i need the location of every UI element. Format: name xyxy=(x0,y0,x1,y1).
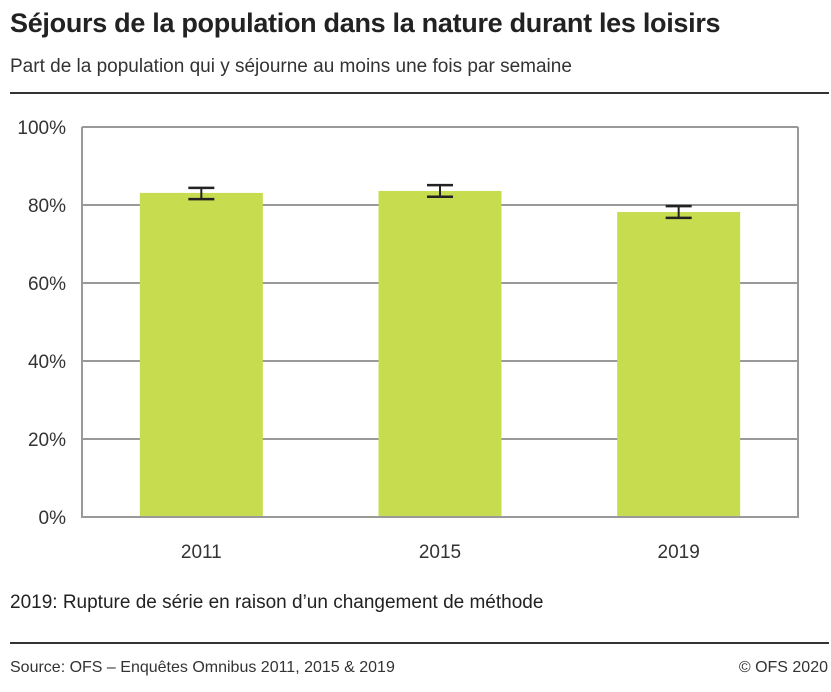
x-tick-label: 2011 xyxy=(181,542,222,563)
y-tick-label: 80% xyxy=(28,196,66,217)
y-tick-label: 100% xyxy=(17,118,66,139)
copyright-text: © OFS 2020 xyxy=(738,659,828,676)
y-tick-label: 60% xyxy=(28,274,66,295)
x-tick-label: 2019 xyxy=(658,542,700,563)
bar-2015 xyxy=(378,190,502,517)
y-tick-label: 40% xyxy=(28,352,66,373)
y-tick-label: 0% xyxy=(39,508,67,529)
chart-title: Séjours de la population dans la nature … xyxy=(10,8,721,38)
chart-note: 2019: Rupture de série en raison d’un ch… xyxy=(10,592,544,613)
x-tick-label: 2015 xyxy=(419,542,461,563)
y-tick-label: 20% xyxy=(28,430,66,451)
bar-2011 xyxy=(139,192,263,517)
divider xyxy=(10,92,829,94)
bar-2019 xyxy=(617,212,741,517)
source-text: Source: OFS – Enquêtes Omnibus 2011, 201… xyxy=(10,659,395,676)
chart-subtitle: Part de la population qui y séjourne au … xyxy=(10,56,572,77)
divider xyxy=(10,642,829,644)
